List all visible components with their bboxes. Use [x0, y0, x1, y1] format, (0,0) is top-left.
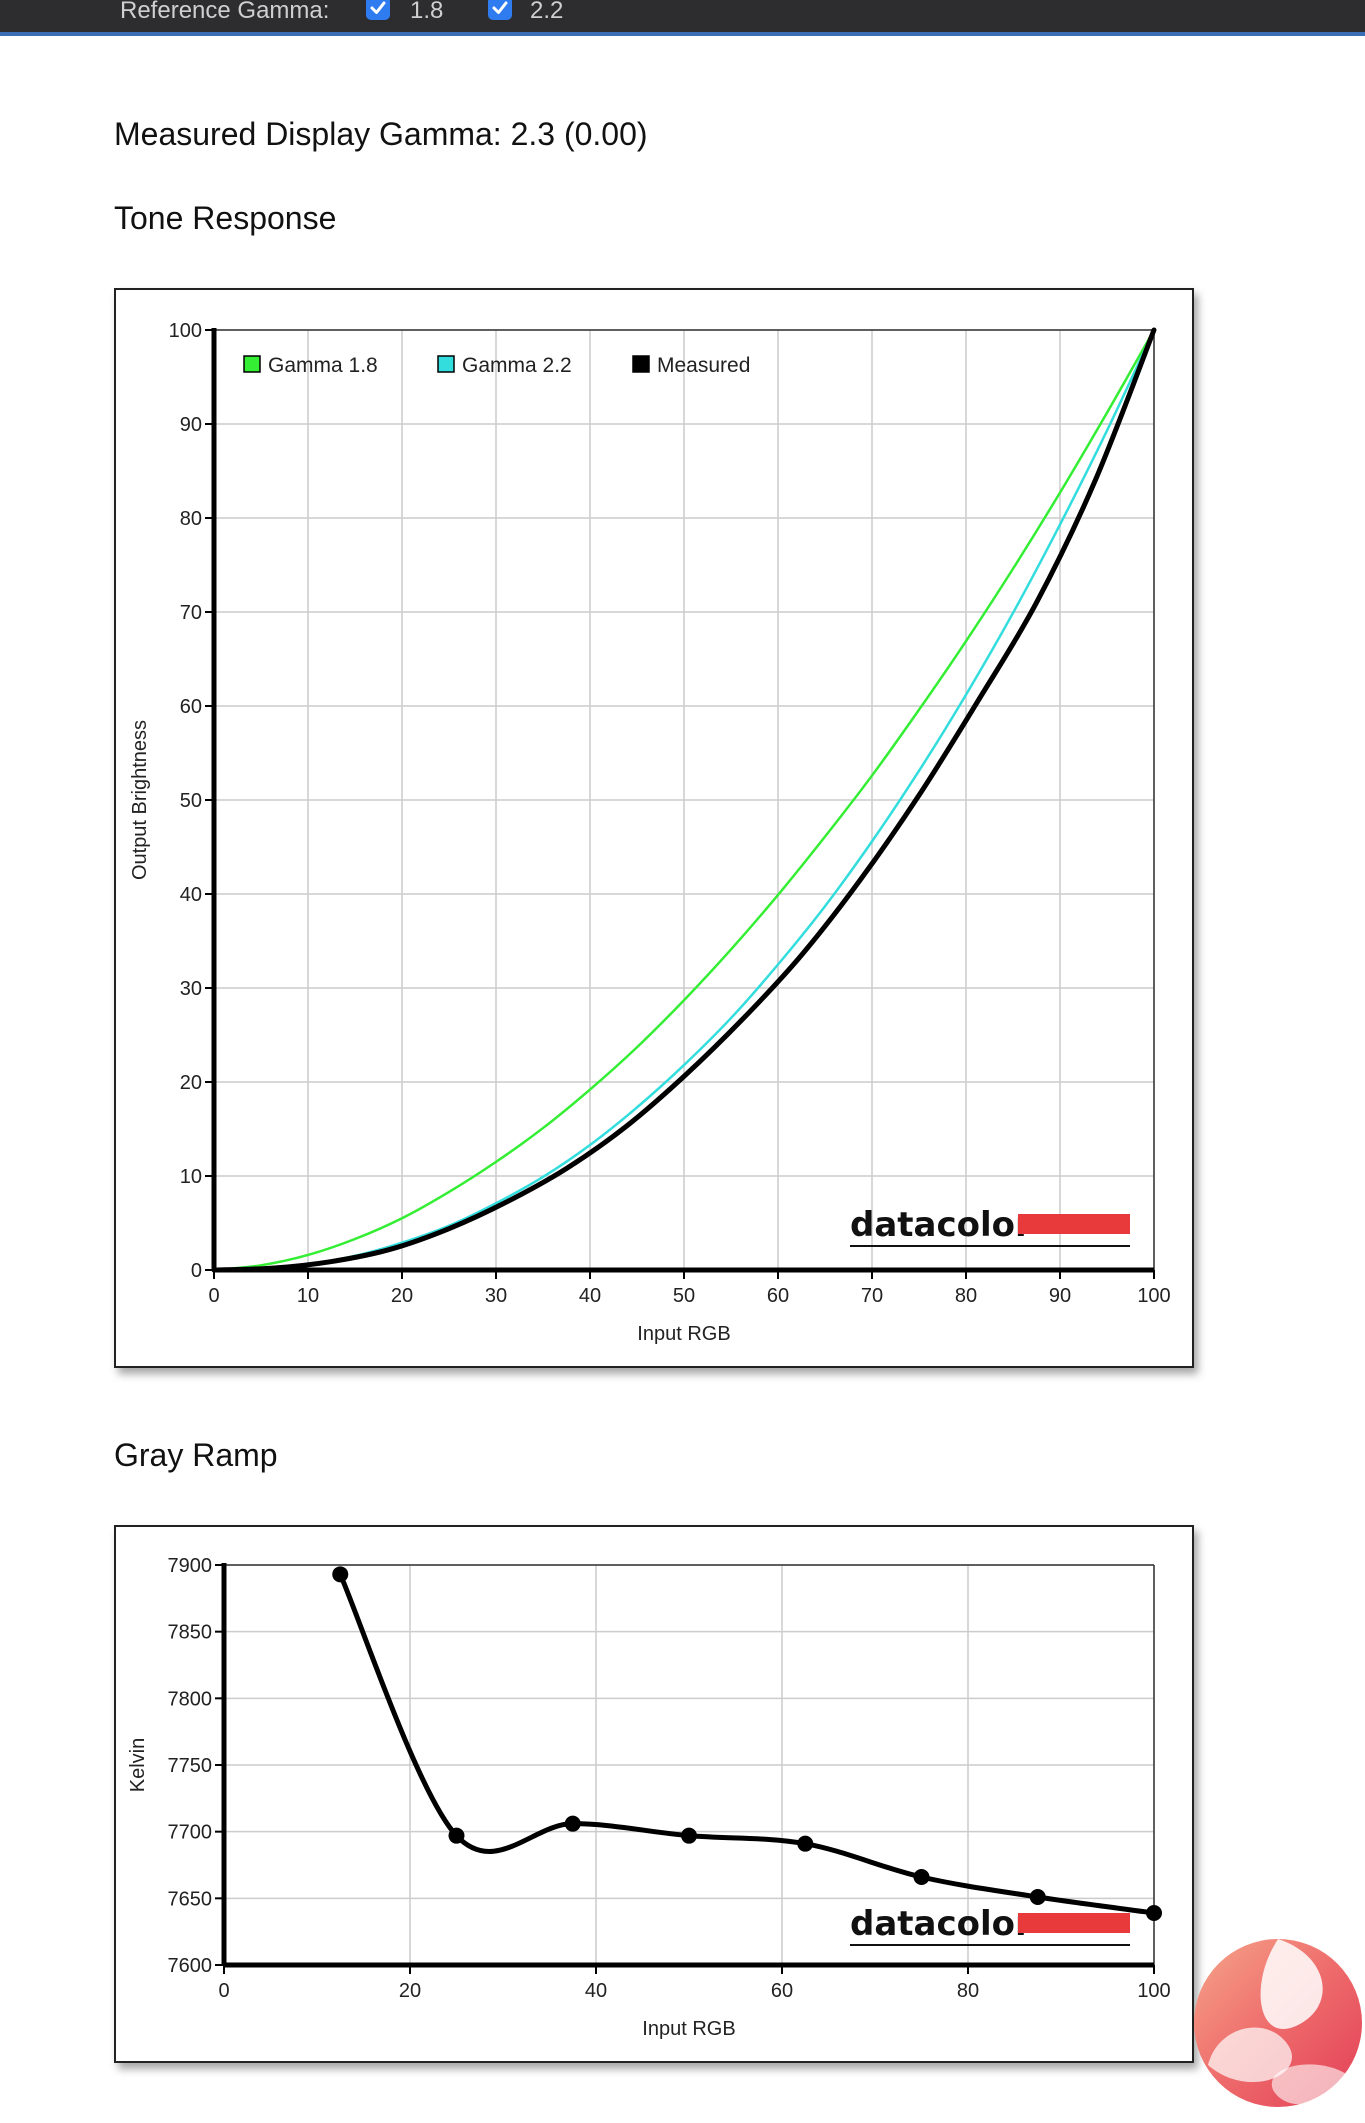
- legend-label: Gamma 2.2: [462, 354, 572, 377]
- reference-gamma-toolbar: Reference Gamma: 1.8 2.2: [0, 0, 1365, 36]
- tone-response-title: Tone Response: [114, 200, 337, 236]
- y-tick-label: 40: [180, 884, 202, 906]
- datacolor-logo: datacolor: [850, 1904, 1130, 1946]
- y-axis-label: Output Brightness: [129, 720, 151, 880]
- y-tick-label: 100: [169, 320, 202, 342]
- x-axis-label: Input RGB: [637, 1323, 730, 1345]
- y-tick-label: 30: [180, 978, 202, 1000]
- datacolor-wordmark: datacolor: [850, 1904, 1032, 1944]
- data-point: [564, 1815, 581, 1832]
- x-tick-label: 40: [579, 1285, 601, 1307]
- y-tick-label: 0: [191, 1260, 202, 1282]
- x-tick-label: 30: [485, 1285, 507, 1307]
- reference-gamma-label: Reference Gamma:: [120, 0, 330, 24]
- x-tick-label: 0: [208, 1285, 219, 1307]
- x-tick-label: 80: [957, 1980, 979, 2002]
- legend-swatch: [243, 355, 261, 373]
- legend-label: Measured: [657, 354, 750, 377]
- data-point: [681, 1827, 697, 1844]
- y-tick-label: 80: [180, 508, 202, 530]
- y-tick-label: 20: [180, 1072, 202, 1094]
- x-tick-label: 60: [771, 1980, 793, 2002]
- legend-label: Gamma 1.8: [268, 354, 378, 377]
- measured-gamma-heading: Measured Display Gamma: 2.3 (0.00): [114, 116, 648, 152]
- data-point: [332, 1566, 349, 1583]
- gamma-1-8-checkbox[interactable]: [366, 0, 390, 20]
- checkmark-icon: [492, 1, 508, 14]
- x-tick-label: 90: [1049, 1285, 1071, 1307]
- y-tick-label: 90: [180, 414, 202, 436]
- x-tick-label: 0: [218, 1980, 229, 2002]
- checkmark-icon: [370, 1, 386, 14]
- tone-response-chart: 0 10 20 30 40 50 60 70 80 90 100 0 10 20 30 40 50 60 70 80 9…: [114, 288, 1194, 1368]
- y-tick-label: 7750: [168, 1755, 213, 1777]
- y-tick-label: 60: [180, 696, 202, 718]
- data-point: [448, 1827, 465, 1844]
- legend-swatch: [632, 355, 650, 373]
- series-line-measured: [211, 327, 1157, 1273]
- y-tick-label: 10: [180, 1166, 202, 1188]
- tone-response-plot: 0 10 20 30 40 50 60 70 80 90 100 0 10 20 30 40 50 60 70 80 9…: [129, 320, 1171, 1345]
- y-tick-label: 50: [180, 790, 202, 812]
- gray-ramp-chart: 0 20 40 60 80 100 7600 7650 7700 7750 7800 7850 7900…: [114, 1525, 1194, 2063]
- datacolor-logo: datacolor: [850, 1205, 1130, 1247]
- y-tick-label: 7900: [168, 1555, 213, 1577]
- gray-ramp-plot: 0 20 40 60 80 100 7600 7650 7700 7750 7800 7850 7900…: [127, 1555, 1171, 2040]
- y-tick-label: 7600: [168, 1955, 213, 1977]
- series-line-gamma-1-8: [212, 328, 1156, 1272]
- data-point: [913, 1869, 930, 1885]
- data-point: [797, 1835, 814, 1852]
- x-tick-label: 20: [391, 1285, 413, 1307]
- data-point: [1146, 1905, 1162, 1921]
- x-tick-label: 60: [767, 1285, 789, 1307]
- data-point: [1029, 1889, 1046, 1905]
- x-tick-label: 50: [673, 1285, 695, 1307]
- gamma-1-8-label: 1.8: [410, 0, 444, 24]
- y-tick-label: 7650: [168, 1888, 213, 1910]
- kitguru-logo-icon: [1194, 1939, 1362, 2107]
- x-tick-label: 80: [955, 1285, 977, 1307]
- legend-swatch: [437, 355, 455, 373]
- datacolor-wordmark: datacolor: [850, 1205, 1032, 1245]
- datacolor-red-bar: [1018, 1214, 1130, 1234]
- x-tick-label: 20: [399, 1980, 421, 2002]
- gray-ramp-title: Gray Ramp: [114, 1437, 278, 1473]
- x-tick-label: 10: [297, 1285, 319, 1307]
- y-tick-label: 7850: [168, 1622, 213, 1644]
- x-tick-label: 100: [1137, 1980, 1170, 2002]
- y-tick-label: 7700: [168, 1822, 213, 1844]
- series-line-kelvin: [337, 1571, 1157, 1916]
- x-tick-label: 100: [1137, 1285, 1170, 1307]
- x-axis-label: Input RGB: [642, 2018, 735, 2040]
- y-tick-label: 7800: [168, 1688, 213, 1710]
- gamma-2-2-label: 2.2: [530, 0, 564, 24]
- datacolor-red-bar: [1018, 1913, 1130, 1933]
- y-tick-label: 70: [180, 602, 202, 624]
- series-line-gamma-2-2: [212, 328, 1156, 1272]
- x-tick-label: 40: [585, 1980, 607, 2002]
- gamma-2-2-checkbox[interactable]: [488, 0, 512, 20]
- y-axis-label: Kelvin: [127, 1738, 149, 1792]
- x-tick-label: 70: [861, 1285, 883, 1307]
